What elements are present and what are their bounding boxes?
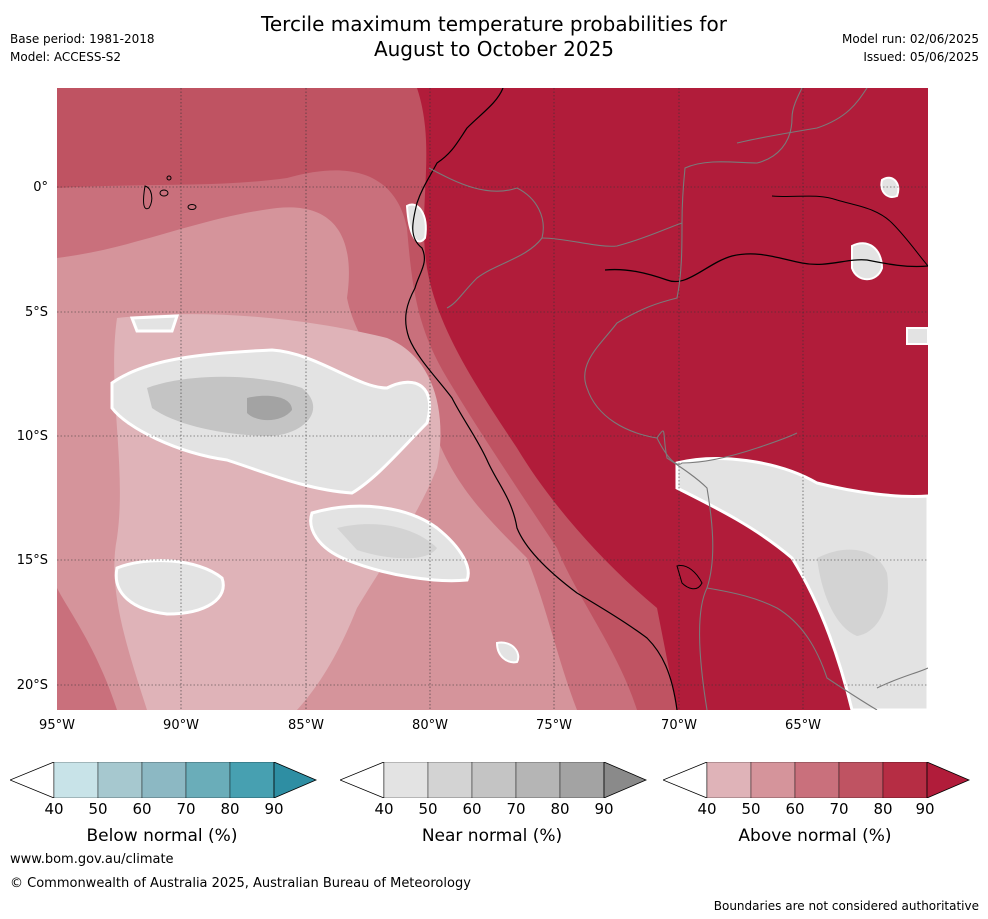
gridlines [57,88,928,710]
near-tick-50: 50 [418,800,438,818]
chart-title: Tercile maximum temperature probabilitie… [0,12,988,62]
above-tick-90: 90 [915,800,935,818]
near-normal-region-6 [851,242,884,281]
near-normal-region-5 [675,457,928,710]
probability-map [57,88,928,710]
lon-tick-65w: 65°W [785,718,821,733]
lat-tick-10s: 10°S [16,429,48,444]
colorbar-near [340,762,648,798]
near-normal-title: Near normal (%) [421,826,563,846]
footer-url-link[interactable]: www.bom.gov.au/climate [10,852,174,867]
near-normal-region-1-peak [247,395,292,421]
below-tick-90: 90 [264,800,284,818]
below-tick-60: 60 [132,800,152,818]
below-normal-title: Below normal (%) [86,826,238,846]
footer-copyright: © Commonwealth of Australia 2025, Austra… [10,876,471,891]
amazon-river [604,253,928,283]
above-tick-80: 80 [873,800,893,818]
galapagos-islands [143,175,197,210]
below-tick-70: 70 [176,800,196,818]
footer-boundary-note: Boundaries are not considered authoritat… [713,899,979,913]
model-name: Model: ACCESS-S2 [10,50,122,64]
above-tick-40: 40 [697,800,717,818]
below-tick-50: 50 [88,800,108,818]
lake-titicaca [676,564,703,590]
near-tick-90: 90 [594,800,614,818]
below-tick-40: 40 [44,800,64,818]
above-tick-60: 60 [785,800,805,818]
lon-tick-95w: 95°W [39,718,75,733]
lat-tick-15s: 15°S [16,553,48,568]
issued-date: Issued: 05/06/2025 [863,50,979,64]
model-run: Model run: 02/06/2025 [841,32,979,46]
near-normal-region-9 [495,641,520,664]
near-normal-region-2-core [337,524,437,559]
country-borders [428,88,928,710]
above-tick-70: 70 [829,800,849,818]
near-tick-70: 70 [506,800,526,818]
meta-left: Base period: 1981-2018 Model: ACCESS-S2 [10,30,155,66]
colorbar-below [10,762,318,798]
lat-tick-5s: 5°S [24,305,48,320]
meta-right: Model run: 02/06/2025 Issued: 05/06/2025 [842,30,979,66]
lon-tick-75w: 75°W [536,718,572,733]
above-normal-title: Above normal (%) [738,826,892,846]
lon-tick-90w: 90°W [163,718,199,733]
coastline [405,88,678,710]
near-normal-region-5-core [817,549,888,636]
near-normal-region-4 [129,314,180,333]
lat-tick-0: 0° [33,180,48,195]
base-period: Base period: 1981-2018 [10,32,155,46]
lon-tick-85w: 85°W [288,718,324,733]
near-tick-40: 40 [374,800,394,818]
below-tick-80: 80 [220,800,240,818]
title-line-1: Tercile maximum temperature probabilitie… [261,12,727,36]
near-normal-region-1-core [147,376,314,436]
near-tick-60: 60 [462,800,482,818]
lon-tick-80w: 80°W [412,718,448,733]
near-normal-region-7 [880,176,900,198]
near-normal-region-3 [114,559,225,616]
near-normal-region-10 [906,327,928,345]
title-line-2: August to October 2025 [373,37,615,61]
above-tick-50: 50 [741,800,761,818]
near-tick-80: 80 [550,800,570,818]
lon-tick-70w: 70°W [661,718,697,733]
map-canvas [57,88,928,710]
maranon-river [771,195,928,267]
lat-tick-20s: 20°S [16,678,48,693]
colorbar-above [663,762,971,798]
